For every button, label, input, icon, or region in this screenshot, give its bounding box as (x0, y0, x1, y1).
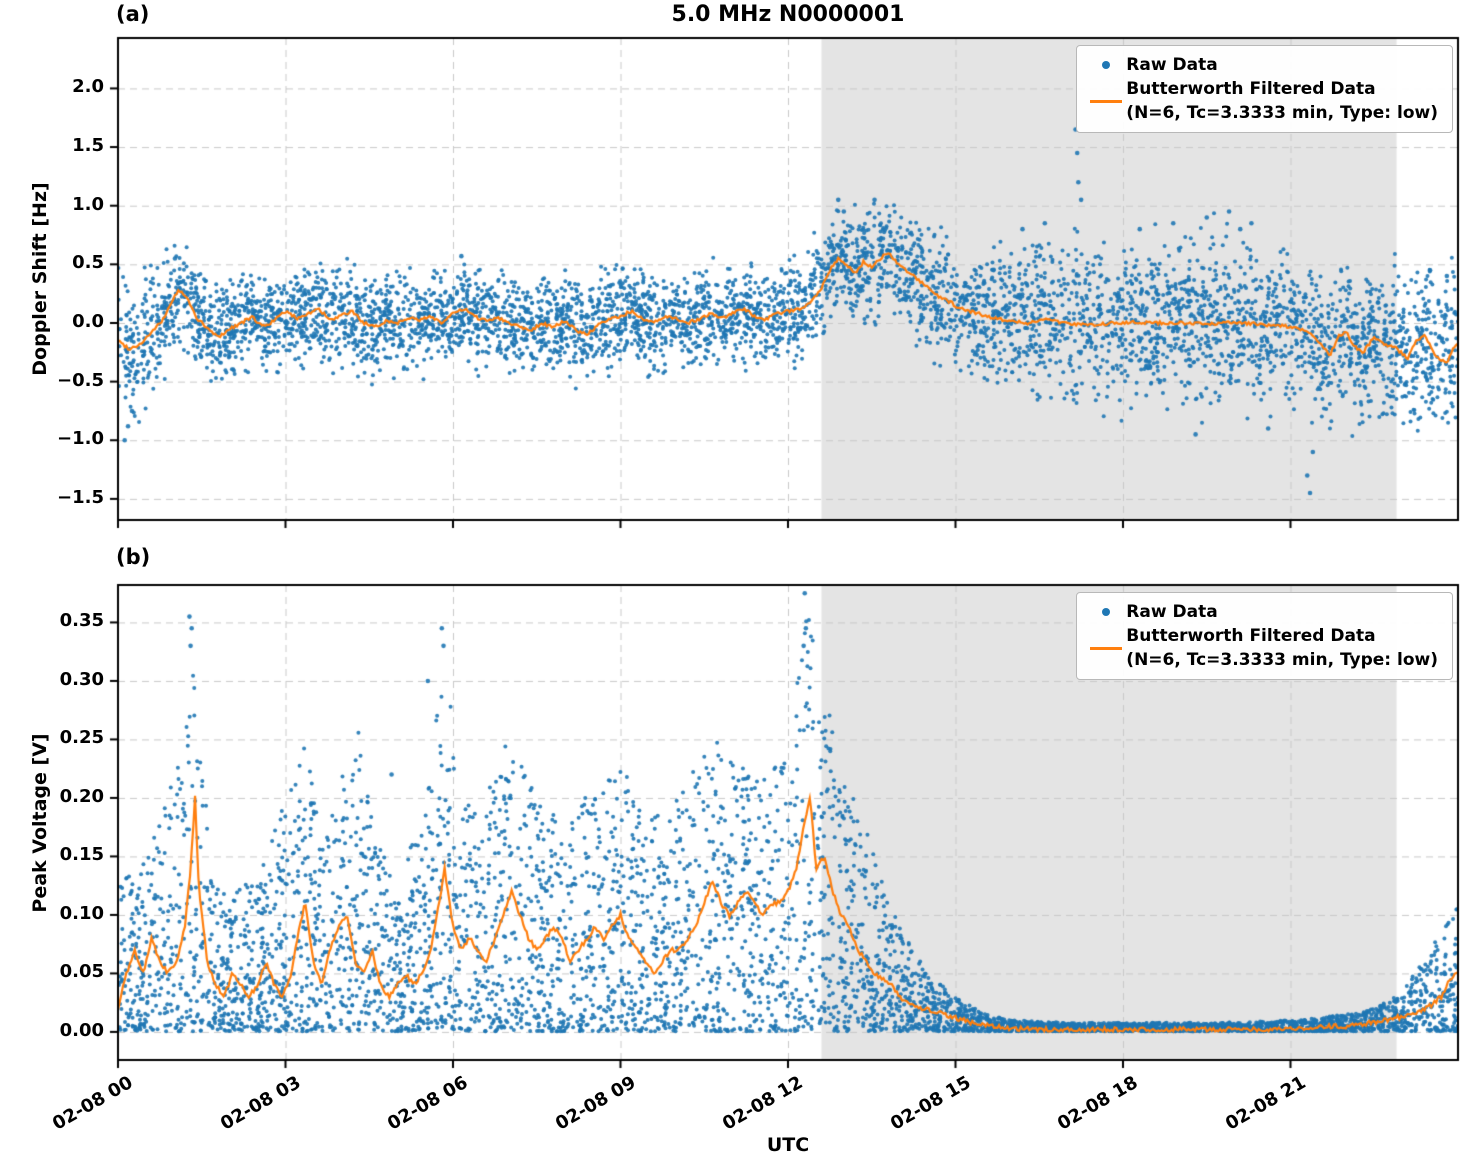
filtered-line-marker-icon (1086, 646, 1126, 650)
panel-a-label: (a) (116, 2, 150, 26)
legend-filtered-params: (N=6, Tc=3.3333 min, Type: low) (1126, 103, 1438, 123)
legend-filtered-label: Butterworth Filtered Data (1126, 626, 1376, 646)
legend-entry-raw: Raw Data (1086, 53, 1438, 77)
panel-b-label: (b) (116, 545, 151, 569)
legend-filtered-text: Butterworth Filtered Data (N=6, Tc=3.333… (1126, 77, 1438, 125)
legend-panel-a: Raw Data Butterworth Filtered Data (N=6,… (1076, 45, 1453, 133)
y-tick-label: 0.15 (59, 844, 104, 866)
y-tick-label: 0.05 (59, 961, 104, 983)
y-tick-label: −1.0 (57, 428, 104, 450)
y-tick-label: −1.5 (57, 486, 104, 508)
legend-filtered-params: (N=6, Tc=3.3333 min, Type: low) (1126, 650, 1438, 670)
x-axis-label: UTC (766, 1134, 810, 1156)
legend-entry-filtered: Butterworth Filtered Data (N=6, Tc=3.333… (1086, 77, 1438, 125)
y-tick-label: 0.00 (59, 1019, 104, 1041)
legend-filtered-text: Butterworth Filtered Data (N=6, Tc=3.333… (1126, 624, 1438, 672)
y-tick-label: 0.0 (72, 310, 104, 332)
y-tick-label: 0.30 (59, 668, 104, 690)
raw-data-marker-icon (1086, 61, 1126, 69)
legend-panel-b: Raw Data Butterworth Filtered Data (N=6,… (1076, 592, 1453, 680)
legend-raw-label: Raw Data (1126, 602, 1218, 622)
raw-data-marker-icon (1086, 608, 1126, 616)
legend-entry-raw: Raw Data (1086, 600, 1438, 624)
legend-filtered-label: Butterworth Filtered Data (1126, 79, 1376, 99)
y-tick-label: −0.5 (57, 369, 104, 391)
y-axis-label-doppler: Doppler Shift [Hz] (29, 182, 51, 376)
legend-entry-filtered: Butterworth Filtered Data (N=6, Tc=3.333… (1086, 624, 1438, 672)
y-tick-label: 0.25 (59, 727, 104, 749)
filtered-line-marker-icon (1086, 99, 1126, 103)
y-tick-label: 0.20 (59, 785, 104, 807)
y-axis-label-voltage: Peak Voltage [V] (29, 733, 51, 913)
legend-raw-label: Raw Data (1126, 55, 1218, 75)
y-tick-label: 1.0 (72, 193, 104, 215)
y-tick-label: 2.0 (72, 76, 104, 98)
chart-title: 5.0 MHz N0000001 (671, 2, 905, 27)
y-tick-label: 0.5 (72, 252, 104, 274)
y-tick-label: 1.5 (72, 135, 104, 157)
y-tick-label: 0.35 (59, 610, 104, 632)
y-tick-label: 0.10 (59, 902, 104, 924)
